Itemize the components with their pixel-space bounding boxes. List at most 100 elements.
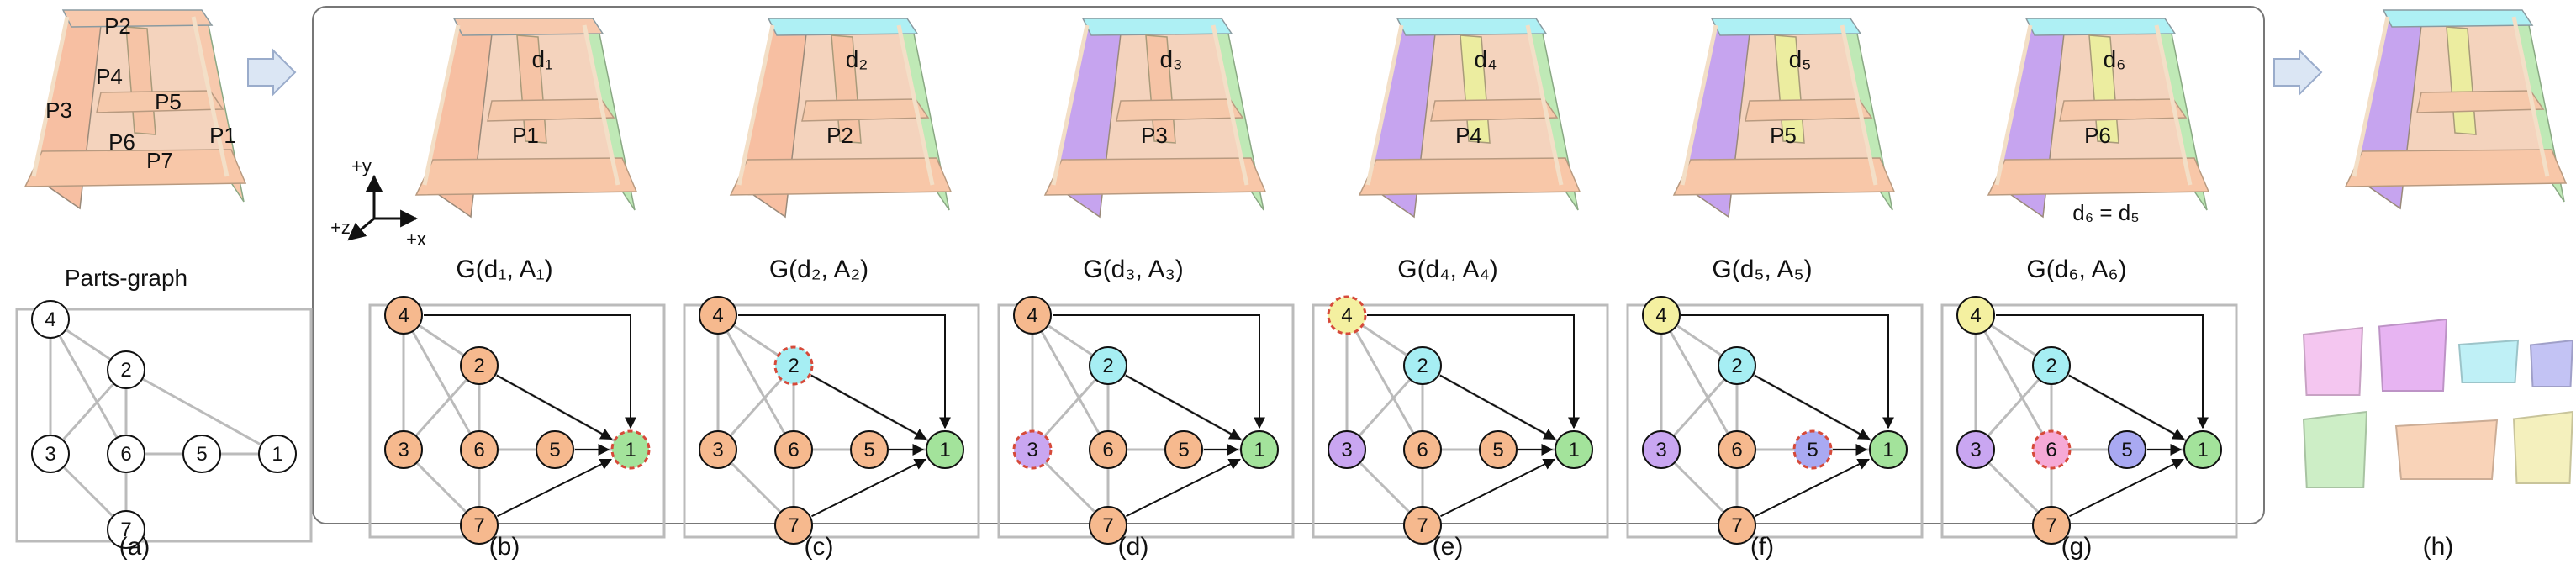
- graph-arrow: [1125, 374, 1242, 440]
- graph-node-label: 6: [1417, 439, 1428, 461]
- graph-arrow: [1126, 458, 1241, 518]
- graph-arrow: [424, 314, 636, 429]
- graph-arrow: [496, 374, 613, 440]
- graph-edge: [49, 319, 128, 455]
- shelf-frame: [1365, 24, 1564, 186]
- step-panel: d₆ P6 d₆ = d₅ G(d₆, A₆) 4 2 3 6 5 1 7(g): [1940, 18, 2238, 561]
- shelf-frame: [2352, 16, 2550, 177]
- part-label: P2: [104, 13, 131, 39]
- graph-node-label: 3: [1970, 439, 1981, 461]
- shelf-middle-board: [1430, 98, 1559, 122]
- graph-node-label: 5: [549, 439, 560, 461]
- graph-node-label: 2: [788, 355, 799, 377]
- graph-node-label: 7: [1417, 514, 1428, 537]
- graph-node: [2183, 430, 2222, 469]
- shelf-top-board: [2024, 18, 2177, 36]
- shelf-frame: [736, 24, 935, 186]
- graph-node: [773, 345, 814, 386]
- step-panel: d₅ P5 G(d₅, A₅) 4 2 3 6 5 1 7 (f): [1626, 18, 1924, 561]
- shelf-bottom-board: [1358, 157, 1581, 196]
- axis-label-z: +z: [330, 217, 351, 238]
- direction-label: d₂: [846, 46, 868, 72]
- graph-node-label: 7: [1102, 514, 1113, 537]
- graph-node: [699, 430, 737, 469]
- graph-node: [926, 430, 964, 469]
- part-label: P1: [209, 123, 236, 148]
- graph-node: [31, 435, 70, 473]
- panel-caption: (g): [2061, 533, 2093, 561]
- graph-node-label: 5: [1492, 439, 1503, 461]
- graph-node-label: 2: [1102, 355, 1113, 377]
- separated-part: [2512, 410, 2574, 484]
- left-panel: P2 P4 P3 P5 P1 P6 P7 Parts-graph 4 2 3 6 5 1 7(a): [15, 9, 313, 561]
- graph-arrow: [1439, 374, 1556, 440]
- graph-arrow: [1996, 314, 2209, 429]
- step-title: G(d₂, A₂): [769, 256, 868, 283]
- graph-node: [1013, 296, 1052, 335]
- shelf-frame: [1994, 24, 2193, 186]
- graph-arrow: [2069, 458, 2184, 518]
- step-title: G(d₃, A₃): [1083, 256, 1183, 283]
- graph-arrow: [811, 458, 926, 518]
- graph-node: [1403, 506, 1442, 545]
- graph-edge: [1974, 314, 2053, 450]
- graph-node-label: 2: [120, 359, 131, 382]
- shelf-top-board: [767, 18, 919, 36]
- panel-caption: (e): [1433, 533, 1464, 561]
- equation-label: d₆ = d₅: [2072, 200, 2140, 225]
- graph-node: [1956, 296, 1995, 335]
- graph-node-label: 7: [2045, 514, 2056, 537]
- graph-arrow: [1367, 314, 1580, 429]
- part-label: P6: [2084, 123, 2111, 148]
- graph-node-label: 5: [2121, 439, 2132, 461]
- axis-label-y: +y: [351, 155, 372, 176]
- graph-frame: [368, 303, 666, 539]
- part-label: P4: [96, 64, 123, 89]
- shelf-frame: [422, 24, 620, 186]
- graph-node: [460, 346, 499, 385]
- graph-node-label: 4: [45, 308, 55, 331]
- direction-label: d₅: [1789, 46, 1812, 72]
- axis-label-x: +x: [406, 229, 426, 250]
- graph-node: [774, 506, 813, 545]
- graph-node: [1869, 430, 1908, 469]
- graph-node: [384, 296, 423, 335]
- graph-node-label: 1: [1882, 439, 1893, 461]
- graph-node-label: 1: [939, 439, 950, 461]
- panel-caption: (f): [1750, 533, 1774, 561]
- shelf-bottom-board: [24, 149, 247, 187]
- graph-frame: [683, 303, 980, 539]
- graph-node-label: 5: [196, 443, 207, 466]
- graph-node: [1089, 506, 1127, 545]
- step-panel: d₁ P1 +y +z +x G(d₁, A₁) 4 2 3 6 5 1 7(b): [330, 18, 666, 561]
- part-label: P7: [146, 148, 173, 173]
- panel-caption: (d): [1118, 533, 1149, 561]
- graph-arrow: [1053, 314, 1265, 429]
- direction-label: d₆: [2104, 46, 2126, 72]
- panel-caption: (a): [119, 533, 150, 561]
- graph-node-label: 2: [2045, 355, 2056, 377]
- shelf-top-board: [61, 9, 214, 28]
- graph-arrow: [738, 314, 951, 429]
- shelf-middle-board: [2416, 90, 2545, 113]
- graph-node: [610, 429, 651, 470]
- graph-node: [536, 430, 574, 469]
- graph-node-label: 4: [712, 304, 723, 327]
- graph-node: [850, 430, 889, 469]
- graph-node: [2108, 430, 2146, 469]
- separated-part: [2378, 318, 2448, 392]
- graph-node-label: 7: [1731, 514, 1742, 537]
- graph-node-label: 3: [1027, 439, 1037, 461]
- graph-node: [774, 430, 813, 469]
- graph-node-label: 6: [2045, 439, 2056, 461]
- shelf-middle-board: [2059, 98, 2188, 122]
- graph-edge: [125, 368, 278, 456]
- graph-node: [1328, 430, 1366, 469]
- graph-node-label: 4: [1341, 304, 1352, 327]
- direction-label: d₄: [1474, 46, 1497, 72]
- graph-node-label: 1: [2197, 439, 2208, 461]
- shelf-top-board: [452, 18, 604, 36]
- part-label: P5: [155, 89, 182, 114]
- graph-frame: [15, 308, 313, 543]
